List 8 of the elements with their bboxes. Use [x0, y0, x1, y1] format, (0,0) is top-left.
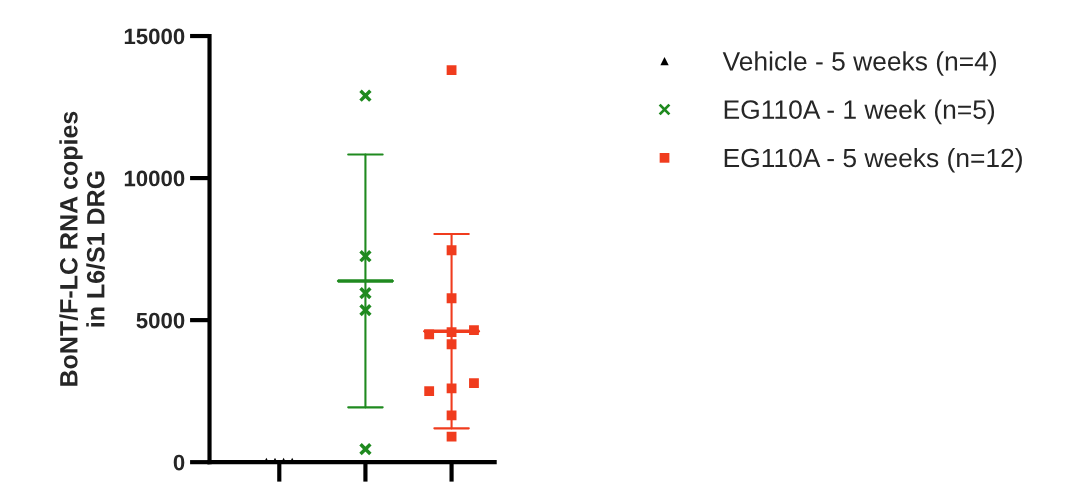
legend-label: EG110A - 1 week (n=5) [724, 99, 995, 125]
y-tick-label: 0 [173, 454, 185, 471]
y-tick-label: 10000 [124, 170, 185, 187]
legend-label: Vehicle - 5 weeks (n=4) [722, 51, 996, 76]
y-tick-label: 15000 [124, 28, 185, 45]
legend-label: EG110A - 5 weeks (n=12) [724, 147, 1022, 173]
y-tick-label: 5000 [136, 312, 185, 329]
y-axis-title: BoNT/F-LC RNA copies in L6/S1 DRG [59, 111, 105, 386]
